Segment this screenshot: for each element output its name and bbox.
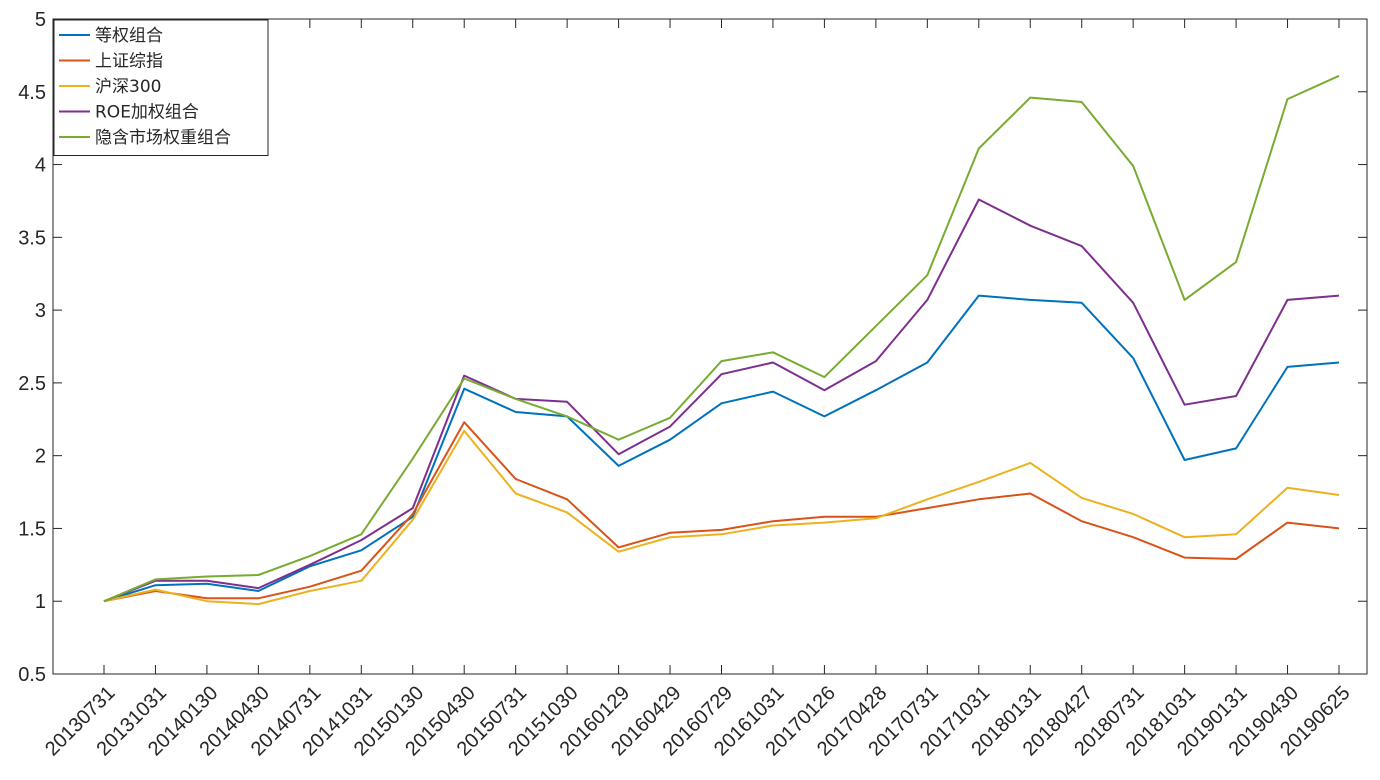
y-tick-label: 1.5 (18, 518, 46, 540)
y-tick-label: 2.5 (18, 373, 46, 395)
series-line-3 (103, 429, 1340, 606)
series-lines (103, 74, 1340, 606)
legend-label: 隐含市场权重组合 (95, 128, 231, 148)
y-tick-label: 3 (35, 300, 46, 322)
plot-area (53, 19, 1367, 674)
y-tick-label: 2 (35, 446, 46, 468)
series-line-4 (103, 198, 1340, 603)
legend-box (53, 19, 269, 156)
legend-label: ROE加权组合 (95, 103, 199, 123)
y-tick-label: 4.5 (18, 82, 46, 104)
series-line-2 (103, 421, 1340, 603)
series-line-5 (103, 74, 1340, 603)
y-tick-label: 3.5 (18, 227, 46, 249)
y-tick-label: 4 (35, 155, 46, 177)
legend-label: 沪深300 (95, 77, 161, 97)
legend-label: 等权组合 (95, 26, 163, 46)
axes-box (52, 18, 1368, 675)
series-line-1 (103, 294, 1340, 603)
legend-label: 上证综指 (95, 52, 163, 72)
y-tick-label: 0.5 (18, 664, 46, 686)
y-tick-label: 1 (35, 591, 46, 613)
y-tick-label: 5 (35, 9, 46, 31)
